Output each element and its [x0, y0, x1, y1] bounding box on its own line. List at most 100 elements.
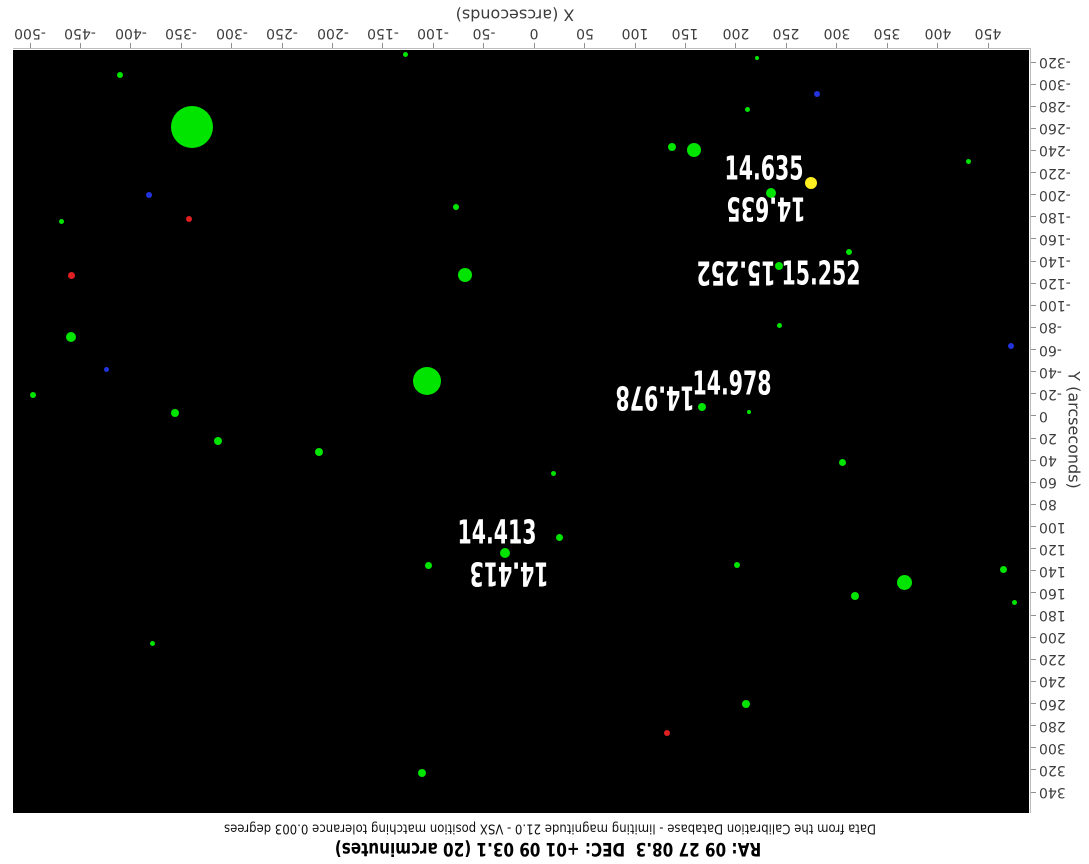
y-tick-label: 320: [1039, 761, 1066, 778]
x-tick-label: 0: [529, 25, 539, 41]
star-dot-green: [457, 268, 472, 283]
star-dot-green: [402, 51, 408, 57]
y-tick-label: 220: [1039, 651, 1066, 668]
y-tick-mark: [1031, 105, 1036, 107]
y-tick-label: -160: [1039, 230, 1071, 247]
y-tick-mark: [1031, 371, 1036, 373]
y-tick-label: -180: [1039, 208, 1071, 225]
star-dot-red: [67, 271, 75, 279]
y-tick-label: 60: [1039, 474, 1057, 491]
star-dot-green: [668, 143, 677, 152]
y-tick-label: -260: [1039, 120, 1071, 137]
magnitude-label-flipped: 14.413: [469, 554, 549, 594]
y-tick-label: 200: [1039, 629, 1066, 646]
star-dot-green: [315, 448, 324, 457]
x-tick-label: 100: [621, 25, 649, 41]
magnitude-label: 14.635: [724, 148, 804, 188]
magnitude-label: 14.978: [692, 363, 772, 403]
magnitude-label-flipped: 14.635: [726, 189, 806, 229]
y-tick-label: -280: [1039, 98, 1071, 115]
x-tick-mark: [634, 43, 636, 48]
x-tick-label: 250: [772, 25, 800, 41]
top-axis-spine: [13, 48, 1031, 49]
x-tick-mark: [332, 43, 334, 48]
star-dot-blue: [1008, 343, 1015, 350]
star-dot-green: [66, 332, 77, 343]
star-dot-green: [999, 566, 1007, 574]
star-dot-green: [413, 366, 442, 395]
star-dot-blue: [813, 91, 820, 98]
y-axis-title: Y (arcseconds): [1064, 371, 1084, 489]
y-tick-label: 340: [1039, 784, 1066, 800]
y-tick-mark: [1031, 172, 1036, 174]
x-tick-mark: [533, 43, 535, 48]
x-tick-label: -50: [472, 25, 496, 41]
y-tick-label: -80: [1039, 319, 1062, 336]
x-tick-label: 150: [672, 25, 699, 41]
star-dot-red: [664, 730, 671, 737]
star-dot-green: [745, 107, 751, 113]
star-dot-green: [499, 548, 510, 559]
x-axis-title: X (arcseconds): [455, 5, 575, 25]
star-dot-green: [733, 562, 740, 569]
y-tick-mark: [1031, 326, 1036, 328]
star-dot-green: [213, 437, 222, 446]
x-tick-label: -400: [114, 25, 147, 41]
y-tick-label: -120: [1039, 275, 1071, 292]
star-dot-green: [149, 641, 155, 647]
x-tick-mark: [735, 43, 737, 48]
magnitude-label-flipped: 15.252: [696, 253, 776, 293]
x-tick-label: -350: [165, 25, 198, 41]
x-tick-mark: [836, 43, 838, 48]
footer-info-text: Data from the Calibration Database - lim…: [224, 820, 876, 836]
star-dot-green: [896, 575, 912, 591]
y-tick-mark: [1031, 570, 1036, 572]
star-dot-blue: [104, 366, 110, 372]
x-tick-mark: [180, 43, 182, 48]
y-tick-mark: [1031, 61, 1036, 63]
y-tick-label: -40: [1039, 363, 1062, 380]
y-tick-label: 160: [1039, 584, 1066, 601]
star-dot-green: [741, 699, 750, 708]
x-tick-mark: [785, 43, 787, 48]
star-dot-green: [697, 403, 706, 412]
y-tick-mark: [1031, 216, 1036, 218]
star-dot-green: [452, 203, 459, 210]
y-tick-mark: [1031, 437, 1036, 439]
y-tick-label: 300: [1039, 739, 1066, 756]
y-tick-label: -300: [1039, 76, 1071, 93]
y-tick-mark: [1031, 725, 1036, 727]
y-tick-mark: [1031, 680, 1036, 682]
x-tick-label: -500: [14, 25, 46, 41]
x-tick-mark: [382, 43, 384, 48]
star-dot-green: [766, 187, 777, 198]
x-tick-label: -150: [367, 25, 399, 41]
y-tick-mark: [1031, 415, 1036, 417]
y-tick-label: -320: [1039, 54, 1071, 70]
y-tick-mark: [1031, 503, 1036, 505]
star-dot-green: [550, 470, 556, 476]
y-tick-mark: [1031, 636, 1036, 638]
y-tick-label: 100: [1039, 518, 1066, 535]
y-tick-mark: [1031, 282, 1036, 284]
y-tick-mark: [1031, 83, 1036, 85]
y-tick-mark: [1031, 526, 1036, 528]
y-tick-mark: [1031, 703, 1036, 704]
star-dot-green: [686, 143, 701, 158]
x-tick-label: -200: [316, 25, 349, 41]
y-tick-mark: [1031, 614, 1036, 616]
x-tick-mark: [130, 43, 132, 48]
x-tick-label: 200: [722, 25, 750, 41]
x-tick-label: -300: [215, 25, 248, 41]
star-dot-green: [845, 249, 852, 256]
y-tick-mark: [1031, 747, 1036, 749]
star-dot-green: [776, 322, 782, 328]
x-tick-label: 300: [823, 25, 851, 41]
y-tick-label: 140: [1039, 562, 1066, 579]
x-tick-label: 350: [873, 25, 901, 41]
y-tick-label: 260: [1039, 695, 1066, 712]
y-tick-label: -60: [1039, 341, 1062, 358]
y-tick-mark: [1031, 149, 1036, 151]
magnitude-label: 15.252: [781, 253, 861, 293]
